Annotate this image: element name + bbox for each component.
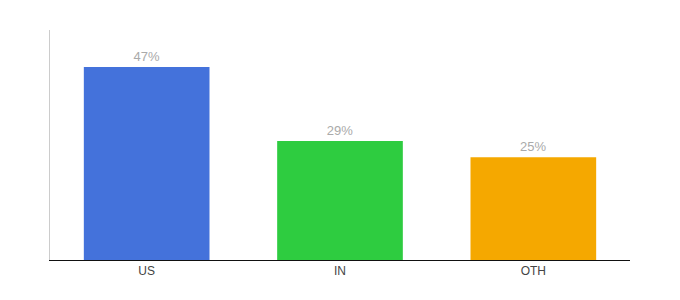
svg-text:25%: 25% — [520, 139, 546, 154]
svg-text:47%: 47% — [133, 49, 159, 64]
svg-text:29%: 29% — [327, 123, 353, 138]
svg-text:US: US — [138, 264, 155, 278]
svg-text:OTH: OTH — [521, 264, 546, 278]
svg-text:IN: IN — [334, 264, 346, 278]
